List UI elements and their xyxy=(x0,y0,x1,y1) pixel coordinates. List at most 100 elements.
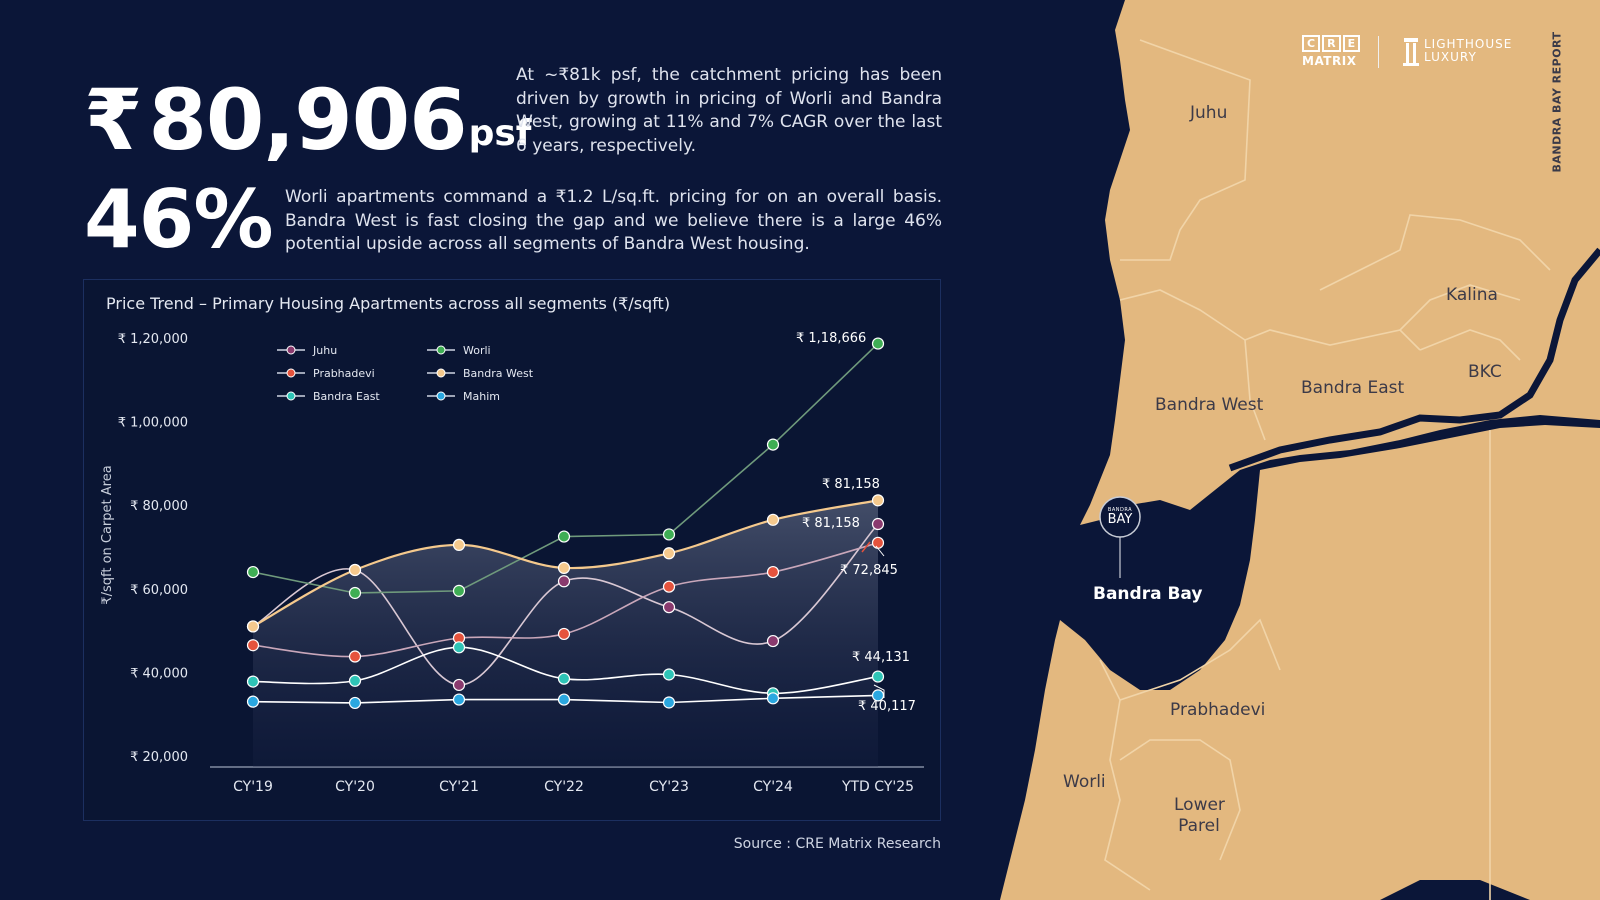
juhu-point xyxy=(662,601,676,614)
prabhadevi-point xyxy=(557,627,571,641)
worli-point xyxy=(766,438,780,451)
legend-marker-worli xyxy=(436,345,446,355)
legend-marker-mahim xyxy=(436,391,446,401)
data-label: ₹ 81,158 xyxy=(822,477,880,492)
mahim-point xyxy=(766,692,780,705)
source-note: Source : CRE Matrix Research xyxy=(733,836,941,852)
x-tick-label: CY'22 xyxy=(544,779,584,795)
x-tick-label: CY'20 xyxy=(335,779,375,795)
marker-small-text: BANDRA xyxy=(1107,507,1133,513)
prabhadevi-point xyxy=(246,639,260,652)
x-tick-label: CY'19 xyxy=(233,779,273,795)
worli-point xyxy=(871,337,885,350)
lighthouse-line2: LUXURY xyxy=(1424,50,1477,64)
legend-marker-prabhadevi xyxy=(286,368,296,378)
legend-marker-juhu xyxy=(286,345,296,355)
prabhadevi-point xyxy=(871,536,885,549)
bandra-east-point xyxy=(662,668,676,681)
y-tick-label: ₹ 60,000 xyxy=(130,583,188,598)
data-label: ₹ 72,845 xyxy=(840,563,898,578)
legend-label-mahim: Mahim xyxy=(463,390,500,403)
data-label: ₹ 44,131 xyxy=(852,650,910,665)
legend-label-bandra-west: Bandra West xyxy=(463,367,534,380)
map-boundaries xyxy=(1099,39,1551,900)
worli-point xyxy=(348,586,362,600)
y-tick-label: ₹ 80,000 xyxy=(130,499,188,514)
report-side-label: BANDRA BAY REPORT xyxy=(1548,31,1566,173)
legend-marker-bandra-west xyxy=(436,368,446,378)
bandra-west-point xyxy=(452,538,466,552)
bandra-east-point xyxy=(246,675,260,688)
bandra-west-point xyxy=(871,494,885,507)
map-label-bandra-west: Bandra West xyxy=(1155,395,1264,415)
cre-letter-r: R xyxy=(1322,35,1341,52)
juhu-point xyxy=(871,517,885,531)
worli-point xyxy=(662,528,676,541)
logo-divider xyxy=(1378,36,1379,68)
mahim-point xyxy=(662,696,676,709)
map-river xyxy=(1228,247,1600,472)
map-land-north xyxy=(1080,0,1600,525)
cre-matrix-logo: C R E MATRIX xyxy=(1302,35,1361,68)
map-label-bandra-bay: Bandra Bay xyxy=(1093,584,1203,604)
lighthouse-icon xyxy=(1403,38,1419,66)
prabhadevi-pointer xyxy=(861,541,871,553)
data-label: ₹ 81,158 xyxy=(802,516,860,531)
bandra-bay-marker-label: BANDRA BAY xyxy=(1100,507,1140,527)
mahim-point xyxy=(348,696,362,710)
upside-stat: 46% xyxy=(84,173,273,266)
prabhadevi-point xyxy=(662,580,676,593)
cre-letter-c: C xyxy=(1302,35,1321,52)
bandra-west-point xyxy=(246,620,260,633)
map-label-juhu: Juhu xyxy=(1190,103,1228,123)
juhu-pointer xyxy=(875,545,885,557)
report-side-text: BANDRA BAY REPORT xyxy=(1550,31,1564,173)
map-label-lower-parel: Lower Parel xyxy=(1174,795,1225,836)
legend-label-worli: Worli xyxy=(463,344,491,357)
juhu-point xyxy=(557,575,571,588)
chart-title: Price Trend – Primary Housing Apartments… xyxy=(106,294,671,313)
legend-label-juhu: Juhu xyxy=(312,344,337,357)
bandra-east-point xyxy=(348,674,362,687)
cre-sub-text: MATRIX xyxy=(1302,54,1357,68)
headline-description: At ~₹81k psf, the catchment pricing has … xyxy=(516,65,942,156)
data-label: ₹ 1,18,666 xyxy=(796,331,866,346)
rupee-symbol: ₹ xyxy=(84,71,143,169)
marker-main-text: BAY xyxy=(1107,512,1133,527)
headline-price-unit: psf xyxy=(468,113,532,154)
locality-map xyxy=(1000,0,1600,900)
worli-point xyxy=(246,565,260,579)
mahim-point xyxy=(246,695,260,708)
y-tick-label: ₹ 40,000 xyxy=(130,666,188,681)
x-tick-label: CY'23 xyxy=(649,779,689,795)
upside-description: Worli apartments command a ₹1.2 L/sq.ft.… xyxy=(285,187,942,254)
y-tick-label: ₹ 20,000 xyxy=(130,750,188,765)
juhu-point xyxy=(766,634,780,648)
map-label-bandra-east: Bandra East xyxy=(1301,378,1405,398)
lighthouse-luxury-logo: LIGHTHOUSE LUXURY xyxy=(1402,36,1512,66)
y-tick-label: ₹ 1,20,000 xyxy=(118,332,188,347)
bandra-west-point xyxy=(348,563,362,577)
map-label-bkc: BKC xyxy=(1468,362,1502,382)
bandra-west-point xyxy=(766,513,780,526)
mahim-point xyxy=(452,693,466,706)
worli-point xyxy=(557,530,571,543)
mahim-point xyxy=(557,693,571,706)
price-trend-chart: Price Trend – Primary Housing Apartments… xyxy=(83,279,941,821)
x-tick-label: CY'21 xyxy=(439,779,479,795)
juhu-point xyxy=(452,678,466,692)
bandra-west-point xyxy=(557,561,571,574)
map-land-south xyxy=(1000,425,1600,900)
map-label-kalina: Kalina xyxy=(1446,285,1498,305)
bandra-east-point xyxy=(557,672,571,685)
prabhadevi-point xyxy=(348,650,362,663)
legend-label-prabhadevi: Prabhadevi xyxy=(313,367,375,380)
y-axis-title: ₹/sqft on Carpet Area xyxy=(100,465,115,604)
legend-marker-bandra-east xyxy=(286,391,296,401)
x-tick-label: CY'24 xyxy=(753,779,793,795)
legend-label-bandra-east: Bandra East xyxy=(313,390,380,403)
mahim-pointer xyxy=(873,684,885,698)
chart-canvas: ₹/sqft on Carpet Area ₹ 1,20,000 ₹ 1,00,00… xyxy=(100,331,924,795)
bandra-east-point xyxy=(871,670,885,683)
headline-price: ₹ 80,906 psf xyxy=(84,62,531,162)
